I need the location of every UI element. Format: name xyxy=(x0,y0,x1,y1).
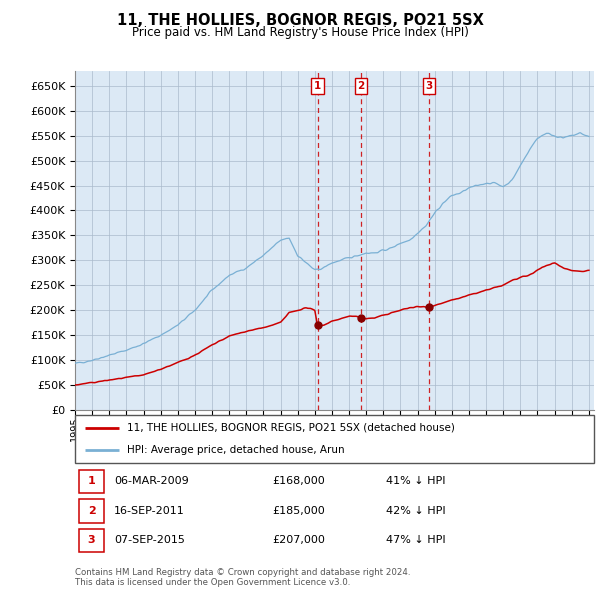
Text: HPI: Average price, detached house, Arun: HPI: Average price, detached house, Arun xyxy=(127,445,344,455)
Text: Contains HM Land Registry data © Crown copyright and database right 2024.
This d: Contains HM Land Registry data © Crown c… xyxy=(75,568,410,587)
Text: 1: 1 xyxy=(88,477,95,486)
Text: Price paid vs. HM Land Registry's House Price Index (HPI): Price paid vs. HM Land Registry's House … xyxy=(131,26,469,39)
Text: £207,000: £207,000 xyxy=(272,536,325,545)
Text: 11, THE HOLLIES, BOGNOR REGIS, PO21 5SX (detached house): 11, THE HOLLIES, BOGNOR REGIS, PO21 5SX … xyxy=(127,423,455,433)
Text: 06-MAR-2009: 06-MAR-2009 xyxy=(114,477,188,486)
Text: 42% ↓ HPI: 42% ↓ HPI xyxy=(386,506,446,516)
FancyBboxPatch shape xyxy=(79,499,104,523)
Text: £168,000: £168,000 xyxy=(272,477,325,486)
Text: 16-SEP-2011: 16-SEP-2011 xyxy=(114,506,185,516)
Text: 1: 1 xyxy=(314,81,322,91)
Text: 41% ↓ HPI: 41% ↓ HPI xyxy=(386,477,446,486)
Text: 2: 2 xyxy=(358,81,365,91)
Text: 47% ↓ HPI: 47% ↓ HPI xyxy=(386,536,446,545)
FancyBboxPatch shape xyxy=(79,529,104,552)
FancyBboxPatch shape xyxy=(75,415,594,463)
Text: 07-SEP-2015: 07-SEP-2015 xyxy=(114,536,185,545)
Text: £185,000: £185,000 xyxy=(272,506,325,516)
Text: 3: 3 xyxy=(88,536,95,545)
FancyBboxPatch shape xyxy=(79,470,104,493)
Text: 3: 3 xyxy=(425,81,433,91)
Text: 2: 2 xyxy=(88,506,95,516)
Text: 11, THE HOLLIES, BOGNOR REGIS, PO21 5SX: 11, THE HOLLIES, BOGNOR REGIS, PO21 5SX xyxy=(116,13,484,28)
